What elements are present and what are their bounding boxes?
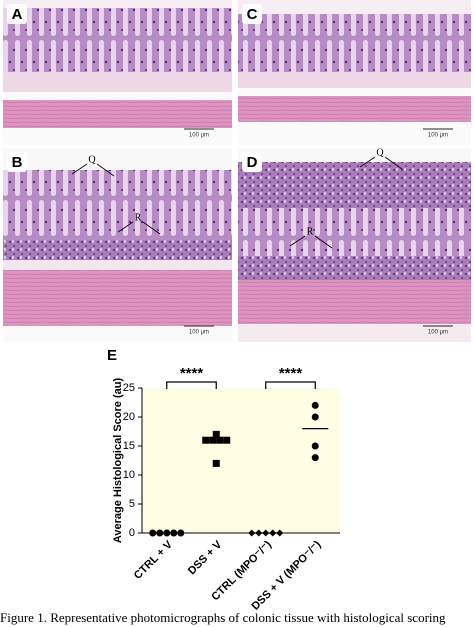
data-point <box>212 459 220 467</box>
tissue-layer <box>238 122 471 145</box>
data-point <box>170 529 178 537</box>
data-point <box>311 401 319 409</box>
tissue-layer <box>3 92 232 100</box>
annotation-arrow <box>384 156 403 170</box>
chart: E Average Histological Score (au) 0 5 10 15 20… <box>107 347 340 613</box>
y-tick-label: 20 <box>123 411 135 423</box>
panel-label: D <box>247 154 258 171</box>
annotation-arrow <box>289 235 306 247</box>
annotation-arrow <box>359 156 376 168</box>
y-axis-title: Average Histological Score (au) <box>112 378 124 544</box>
y-tick-label: 10 <box>123 469 135 481</box>
tissue-layer <box>238 14 471 72</box>
micrograph: C 100 μm <box>238 0 471 145</box>
panel-label: B <box>12 154 23 171</box>
label-box <box>7 4 27 24</box>
tissue-layer <box>3 326 232 342</box>
data-point <box>212 430 220 438</box>
tissue-layer <box>238 0 471 14</box>
data-point <box>255 529 263 537</box>
annotation: Q <box>88 154 96 165</box>
micrograph: D 100 μm Q R <box>238 147 471 342</box>
y-tick-label: 0 <box>129 527 135 539</box>
tissue-layer <box>238 256 471 280</box>
data-point <box>202 436 210 444</box>
annotation-arrow <box>314 235 333 249</box>
caption: Figure 1. Representative photomicrograph… <box>0 610 446 625</box>
annotation-arrow <box>142 221 161 235</box>
data-point <box>262 529 270 537</box>
data-point <box>209 436 217 444</box>
data-point <box>163 529 171 537</box>
data-point <box>149 529 157 537</box>
data-point <box>311 442 319 450</box>
tissue-layer <box>238 96 471 122</box>
tissue-layer <box>3 100 232 128</box>
x-tick-label: DSS + V <box>186 538 225 577</box>
scale-bar-label: 100 μm <box>189 330 209 336</box>
tissue-layer <box>3 240 232 260</box>
tissue-layer <box>238 280 471 324</box>
tissue-layer <box>3 270 232 326</box>
annotation: R <box>307 226 314 237</box>
tissue-layer <box>238 208 471 256</box>
tissue-layer <box>3 170 232 240</box>
label-box <box>7 152 27 172</box>
label-box <box>242 4 262 24</box>
label-box <box>242 152 262 172</box>
scale-bar-label: 100 μm <box>428 330 448 336</box>
panel-label: A <box>12 6 23 23</box>
significance-bracket <box>166 381 217 389</box>
annotation-arrow <box>96 163 115 177</box>
data-point <box>248 529 256 537</box>
data-point <box>216 436 224 444</box>
micrograph: B 100 μm Q R <box>3 148 232 342</box>
scale-bar-label: 100 μm <box>428 133 448 139</box>
tissue-layer <box>3 260 232 270</box>
tissue-layer <box>3 0 232 8</box>
significance-label: **** <box>180 365 204 382</box>
data-point <box>156 529 164 537</box>
tissue-layer <box>238 324 471 342</box>
annotation-arrow <box>71 163 88 175</box>
data-point <box>177 529 185 537</box>
annotation: R <box>135 212 142 223</box>
tissue-layer <box>238 72 471 88</box>
tissue-layer <box>238 162 471 208</box>
data-point <box>269 529 277 537</box>
data-point <box>276 529 284 537</box>
data-point <box>311 454 319 462</box>
y-tick-label: 25 <box>123 382 135 394</box>
y-tick-label: 15 <box>123 440 135 452</box>
tissue-layer <box>238 148 471 162</box>
annotation: Q <box>376 147 384 158</box>
tissue-layer <box>238 88 471 96</box>
plot-background <box>142 388 340 533</box>
tissue-layer <box>3 128 232 145</box>
tissue-layer <box>3 72 232 92</box>
scale-bar-label: 100 μm <box>189 133 209 139</box>
data-point <box>223 436 231 444</box>
tissue-layer <box>3 8 232 72</box>
panel-label: C <box>247 6 258 23</box>
significance-label: **** <box>279 365 303 382</box>
micrograph: A 100 μm <box>3 0 232 145</box>
annotation-arrow <box>117 221 134 233</box>
micrographs: A 100 μm C 100 μm B 100 μm Q R D 100 μm Q R <box>3 0 471 342</box>
panel-label: E <box>107 347 117 364</box>
tissue-layer <box>3 148 232 170</box>
y-tick-label: 5 <box>129 498 135 510</box>
significance-bracket <box>265 381 316 389</box>
data-point <box>311 413 319 421</box>
x-tick-label: CTRL + V <box>132 538 176 582</box>
